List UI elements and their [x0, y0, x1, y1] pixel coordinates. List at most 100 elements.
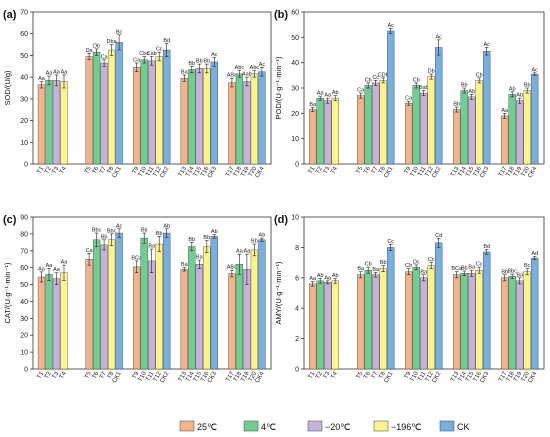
legend-item: −20℃	[307, 420, 350, 432]
bar	[203, 246, 211, 370]
significance-label: Ac	[259, 62, 266, 68]
bar	[460, 90, 468, 165]
bar	[483, 251, 491, 370]
x-tick-label: T20	[248, 370, 259, 383]
significance-label: Bb	[203, 235, 210, 241]
bar	[357, 274, 365, 370]
significance-label: Db	[428, 69, 435, 75]
legend-item: 25℃	[179, 420, 217, 432]
x-tick-label: T6	[92, 165, 101, 175]
bar	[140, 237, 148, 370]
x-tick-label: T15	[193, 165, 204, 178]
x-tick-label: T18	[506, 165, 517, 178]
significance-label: Cc	[387, 239, 394, 245]
significance-label: Dba	[107, 39, 118, 45]
bar	[155, 243, 163, 370]
x-tick-label: CK3	[479, 370, 490, 384]
bar	[309, 283, 317, 370]
significance-label: Ca	[101, 54, 109, 60]
x-tick-label: T12	[425, 370, 436, 383]
x-tick-label: T11	[145, 370, 155, 382]
x-tick-label: T18	[506, 370, 517, 383]
y-tick-label: 50	[20, 282, 28, 289]
bar	[148, 60, 156, 165]
chart-panel-1: (b) 0 10 20 30 40 50 60 POD/(U·g⁻¹·min⁻¹) Ba T1 Aa T…	[274, 9, 545, 179]
bar	[468, 273, 476, 370]
bar	[195, 264, 203, 370]
significance-label: Bbc	[107, 228, 117, 234]
chart-panel-3: (d) 0 2 4 6 8 10 AMY/(U·g⁻¹·min⁻¹) Aa T1 Ab T2 Aa T3 A…	[274, 214, 545, 384]
bar	[100, 62, 108, 165]
bar	[250, 249, 259, 370]
x-tick-label: T15	[193, 370, 204, 383]
x-tick-label: T7	[371, 370, 380, 380]
significance-label: Cc	[156, 47, 163, 53]
significance-label: Ba	[372, 267, 380, 273]
significance-label: Db	[93, 43, 100, 49]
bar	[468, 96, 476, 165]
bar	[235, 264, 244, 370]
bar	[357, 95, 365, 165]
significance-label: Ca	[357, 88, 365, 94]
y-tick-label: 10	[20, 140, 28, 147]
y-tick-label: 40	[291, 60, 299, 67]
significance-label: Ba	[516, 272, 524, 278]
x-tick-label: CK2	[431, 165, 442, 179]
significance-label: Ab	[332, 90, 339, 96]
panel-label: (d)	[274, 214, 288, 226]
x-tick-label: T4	[330, 165, 339, 175]
bar	[324, 282, 332, 370]
x-tick-label: T2	[44, 370, 53, 380]
significance-label: Ac	[531, 67, 538, 73]
bar	[140, 59, 148, 165]
bar	[420, 92, 428, 165]
x-tick-label: T16	[473, 370, 484, 383]
bar	[379, 80, 387, 165]
y-axis-label: AMY/(U·g⁻¹·min⁻¹)	[274, 261, 283, 324]
significance-label: Bc	[524, 263, 531, 269]
bar	[52, 80, 61, 165]
significance-label: Dc	[413, 259, 420, 265]
y-tick-label: 0	[24, 162, 28, 169]
significance-label: Ab	[259, 233, 266, 239]
y-tick-label: 30	[20, 316, 28, 323]
significance-label: Cbc	[139, 51, 149, 57]
bar	[331, 280, 339, 370]
bar	[92, 239, 101, 370]
legend-label: −196℃	[391, 422, 421, 432]
bar	[60, 272, 68, 370]
x-tick-label: T18	[233, 165, 244, 178]
significance-label: Cb	[405, 263, 412, 269]
significance-label: Cb	[413, 77, 420, 83]
bar	[155, 56, 163, 165]
legend-item: 4℃	[243, 420, 276, 432]
legend-swatch	[179, 420, 195, 432]
x-tick-label: T3	[52, 370, 61, 380]
bar	[210, 236, 218, 370]
bar	[60, 81, 68, 165]
x-tick-label: CK4	[255, 370, 266, 384]
bar	[133, 67, 141, 165]
x-tick-label: T17	[498, 370, 509, 383]
y-axis-label: SOD/(U/g)	[3, 70, 12, 106]
x-tick-label: T12	[153, 165, 164, 178]
x-tick-label: T4	[59, 165, 68, 175]
x-tick-label: T15	[465, 370, 476, 383]
significance-label: Cb	[365, 77, 372, 83]
significance-label: Abc	[250, 65, 260, 71]
significance-label: Aab	[242, 72, 252, 78]
bar	[412, 85, 420, 165]
x-tick-label: T13	[450, 370, 461, 383]
bar	[483, 51, 491, 165]
x-tick-label: CK1	[112, 370, 123, 384]
y-tick-label: 60	[20, 265, 28, 272]
x-tick-label: T18	[233, 370, 244, 383]
bar	[523, 90, 531, 165]
bar	[45, 274, 53, 370]
significance-label: Bc	[116, 29, 123, 35]
x-tick-label: T7	[371, 165, 380, 175]
significance-label: Aa	[309, 276, 317, 282]
significance-label: Ca	[86, 248, 94, 254]
y-tick-label: 40	[20, 75, 28, 82]
x-tick-label: T11	[145, 165, 155, 177]
